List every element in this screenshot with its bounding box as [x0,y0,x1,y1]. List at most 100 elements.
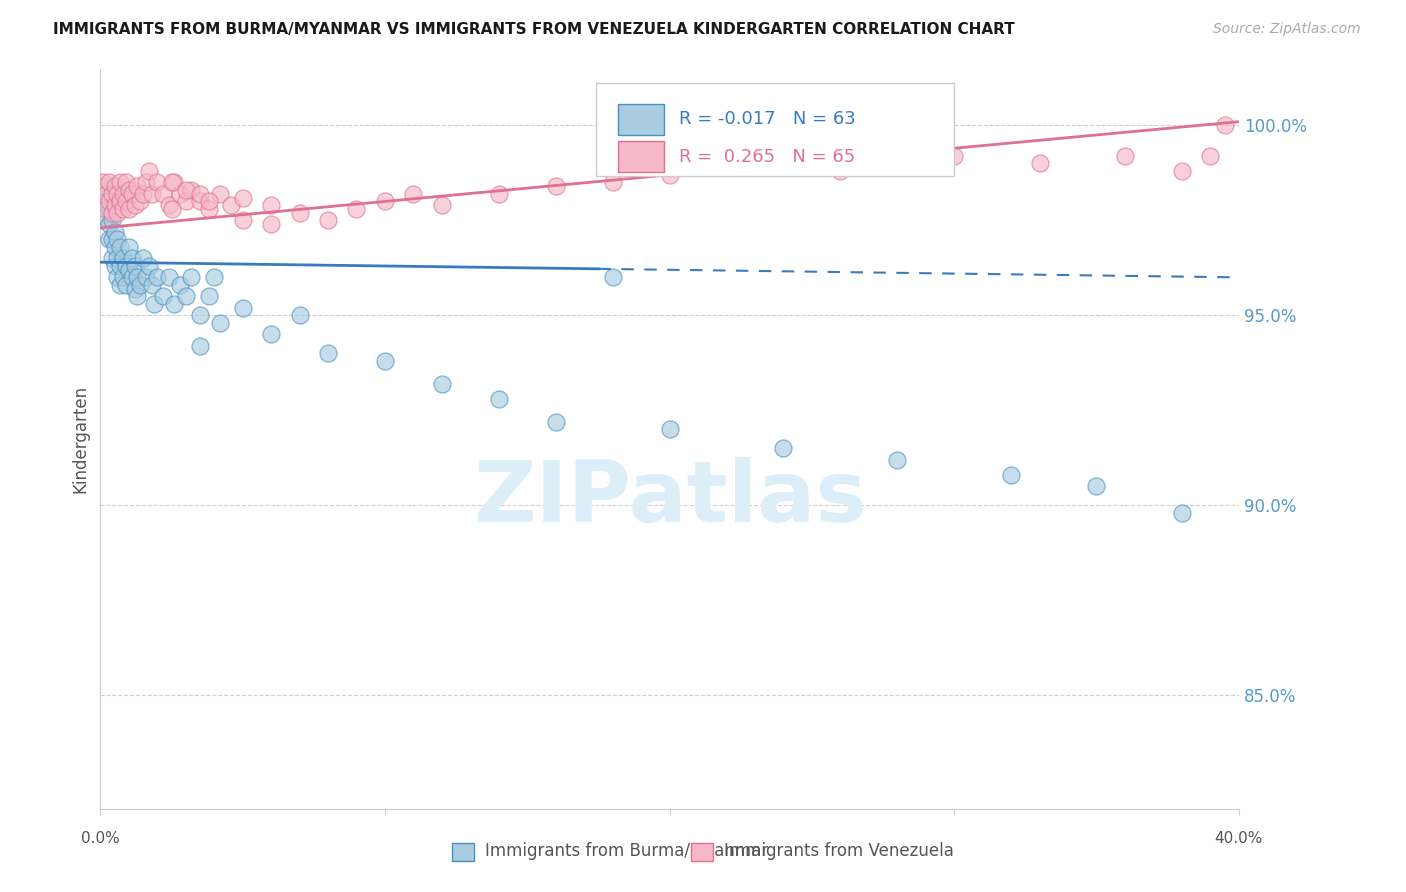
Point [157,198,180,212]
Text: Immigrants from Burma/Myanmar: Immigrants from Burma/Myanmar [485,842,769,860]
Point [100,232,122,246]
Point [132,186,155,201]
Point [163,297,186,311]
Point [316,213,339,227]
Point [1199,149,1222,163]
Point [97,217,120,231]
Point [157,270,180,285]
Point [197,194,219,209]
Point [103,240,125,254]
Point [152,186,174,201]
Point [188,309,211,323]
Point [169,186,191,201]
Point [129,277,152,292]
Point [260,327,283,342]
Text: ZIPatlas: ZIPatlas [472,457,866,540]
Point [174,289,197,303]
Point [103,179,125,194]
Text: Immigrants from Venezuela: Immigrants from Venezuela [724,842,955,860]
Point [232,191,254,205]
Text: R =  0.265   N = 65: R = 0.265 N = 65 [679,148,855,166]
Point [141,186,163,201]
Point [544,415,567,429]
FancyBboxPatch shape [596,83,955,176]
Point [772,442,794,456]
Point [97,202,120,216]
Point [138,259,160,273]
Point [197,289,219,303]
Point [1213,119,1236,133]
Point [180,270,202,285]
Point [124,282,146,296]
Point [100,252,122,266]
Point [118,202,141,216]
Point [744,161,766,175]
Y-axis label: Kindergarten: Kindergarten [72,384,89,492]
Point [127,179,149,194]
Point [316,346,339,360]
Point [1085,479,1108,493]
Point [169,277,191,292]
Point [127,270,149,285]
Point [129,194,152,209]
Point [94,202,117,216]
Point [346,202,368,216]
Text: R = -0.017   N = 63: R = -0.017 N = 63 [679,111,855,128]
Point [100,213,122,227]
Point [188,186,211,201]
Point [288,309,311,323]
Point [127,289,149,303]
Point [188,194,211,209]
Point [208,186,231,201]
Point [1171,506,1194,520]
Point [100,206,122,220]
Point [121,252,143,266]
Point [174,194,197,209]
Point [163,176,186,190]
Point [107,232,129,246]
Point [202,270,225,285]
Point [115,259,138,273]
Point [138,164,160,178]
Point [107,270,129,285]
Point [107,252,129,266]
Point [602,176,624,190]
Text: 0.0%: 0.0% [82,831,120,846]
Point [112,270,135,285]
Point [830,164,852,178]
Point [100,186,122,201]
Point [658,168,681,182]
Point [110,194,132,209]
Point [288,206,311,220]
Point [208,316,231,330]
Point [135,176,157,190]
Point [132,252,155,266]
Point [1028,156,1050,170]
Point [430,198,453,212]
Point [943,149,966,163]
Point [103,225,125,239]
Point [124,259,146,273]
Point [374,194,396,209]
Point [197,202,219,216]
Point [146,176,169,190]
Point [160,176,183,190]
Point [110,277,132,292]
Point [180,183,202,197]
FancyBboxPatch shape [619,141,664,172]
Point [121,186,143,201]
Point [402,186,425,201]
Point [430,376,453,391]
Point [1171,164,1194,178]
Point [219,198,242,212]
Point [886,452,908,467]
Point [658,422,681,436]
Point [110,240,132,254]
Point [260,217,283,231]
Point [260,198,283,212]
Point [112,186,135,201]
Point [94,210,117,224]
Point [141,277,163,292]
Point [374,354,396,368]
Point [1114,149,1136,163]
